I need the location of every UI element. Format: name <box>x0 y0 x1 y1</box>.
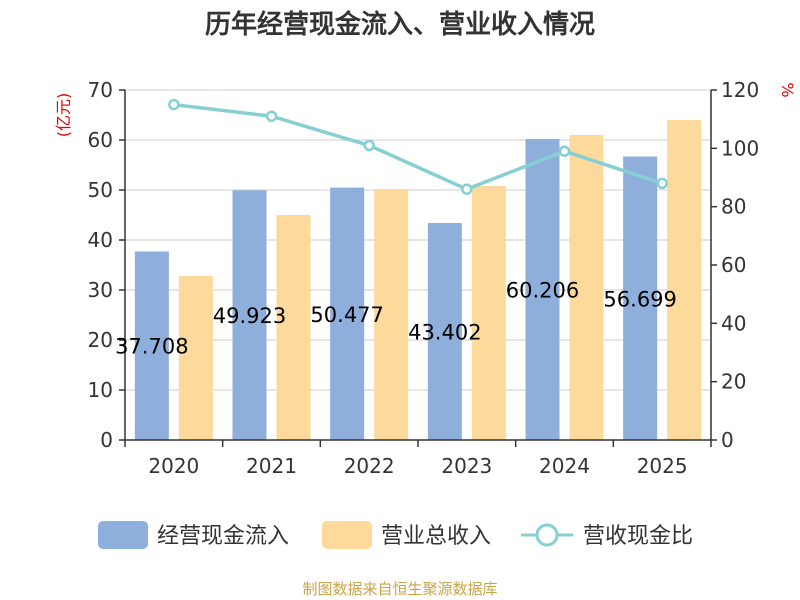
left-axis-tick-label: 30 <box>88 278 113 302</box>
right-axis-unit: % <box>778 82 797 97</box>
legend-label-cash-inflow: 经营现金流入 <box>157 524 289 549</box>
source-note: 制图数据来自恒生聚源数据库 <box>302 580 497 598</box>
x-axis-tick-label: 2021 <box>246 454 297 478</box>
x-axis-tick-label: 2022 <box>344 454 395 478</box>
left-axis-tick-label: 70 <box>88 78 113 102</box>
legend-swatch-cash-inflow <box>98 521 148 549</box>
ratio-point <box>656 177 668 190</box>
legend: 经营现金流入 营业总收入 营收现金比 <box>98 521 693 549</box>
left-axis-tick-label: 60 <box>88 128 113 152</box>
axes: 0 10 20 30 40 50 60 70 0 20 40 60 80 100 120 2020 2021 20… <box>88 78 760 478</box>
ratio-point <box>168 98 180 111</box>
x-axis-tick-label: 2025 <box>637 454 688 478</box>
left-axis-tick-label: 40 <box>88 228 113 252</box>
data-label-cash-inflow: 43.402 <box>408 320 481 344</box>
legend-item-cash-inflow[interactable]: 经营现金流入 <box>98 521 289 549</box>
ratio-point <box>363 139 375 152</box>
data-label-cash-inflow: 49.923 <box>213 304 286 328</box>
ratio-point <box>461 183 473 195</box>
legend-label-revenue: 营业总收入 <box>381 524 491 549</box>
bar-cash-inflow <box>427 222 462 440</box>
data-label-cash-inflow: 60.206 <box>506 278 579 302</box>
ratio-point <box>265 110 278 122</box>
left-axis-tick-label: 10 <box>88 378 113 402</box>
left-axis-tick-label: 0 <box>100 428 113 452</box>
bar-revenue <box>667 120 702 440</box>
x-axis-tick-label: 2024 <box>539 454 590 478</box>
right-axis-tick-label: 40 <box>721 311 746 335</box>
chart-title: 历年经营现金流入、营业收入情况 <box>205 9 595 40</box>
legend-swatch-revenue <box>322 521 372 549</box>
ratio-line <box>168 98 668 195</box>
data-label-cash-inflow: 50.477 <box>310 303 383 327</box>
x-axis-tick-label: 2020 <box>148 454 199 478</box>
right-axis-tick-label: 20 <box>721 370 746 394</box>
left-axis-tick-label: 20 <box>88 328 113 352</box>
bar-revenue <box>569 135 604 440</box>
right-axis-tick-label: 60 <box>721 253 746 277</box>
ratio-line-path <box>173 102 663 192</box>
right-axis-tick-label: 120 <box>721 78 759 102</box>
legend-item-ratio[interactable]: 营收现金比 <box>521 523 693 549</box>
data-label-cash-inflow: 37.708 <box>115 335 188 359</box>
bar-cash-inflow <box>134 251 169 440</box>
bar-cash-inflow <box>330 187 365 440</box>
right-axis-tick-label: 80 <box>721 195 746 219</box>
data-labels: 37.708 49.923 50.477 43.402 60.206 56.699 <box>115 278 677 358</box>
x-axis-tick-label: 2023 <box>441 454 492 478</box>
right-axis-tick-label: 100 <box>721 136 759 160</box>
bars <box>134 120 702 440</box>
bar-revenue <box>178 276 213 440</box>
left-axis-unit: (亿元) <box>54 93 73 138</box>
left-axis-tick-label: 50 <box>88 178 113 202</box>
data-label-cash-inflow: 56.699 <box>603 287 676 311</box>
legend-marker-ratio <box>535 523 559 547</box>
right-axis-tick-label: 0 <box>721 428 734 452</box>
bar-revenue <box>276 215 311 440</box>
bar-cash-inflow <box>232 190 267 440</box>
legend-item-revenue[interactable]: 营业总收入 <box>322 521 491 549</box>
bar-cash-inflow <box>623 156 658 440</box>
bar-revenue <box>471 186 506 440</box>
gridlines <box>125 89 711 391</box>
bar-cash-inflow <box>525 138 560 440</box>
ratio-point <box>558 145 571 157</box>
legend-label-ratio: 营收现金比 <box>583 524 693 549</box>
bar-revenue <box>374 189 409 440</box>
